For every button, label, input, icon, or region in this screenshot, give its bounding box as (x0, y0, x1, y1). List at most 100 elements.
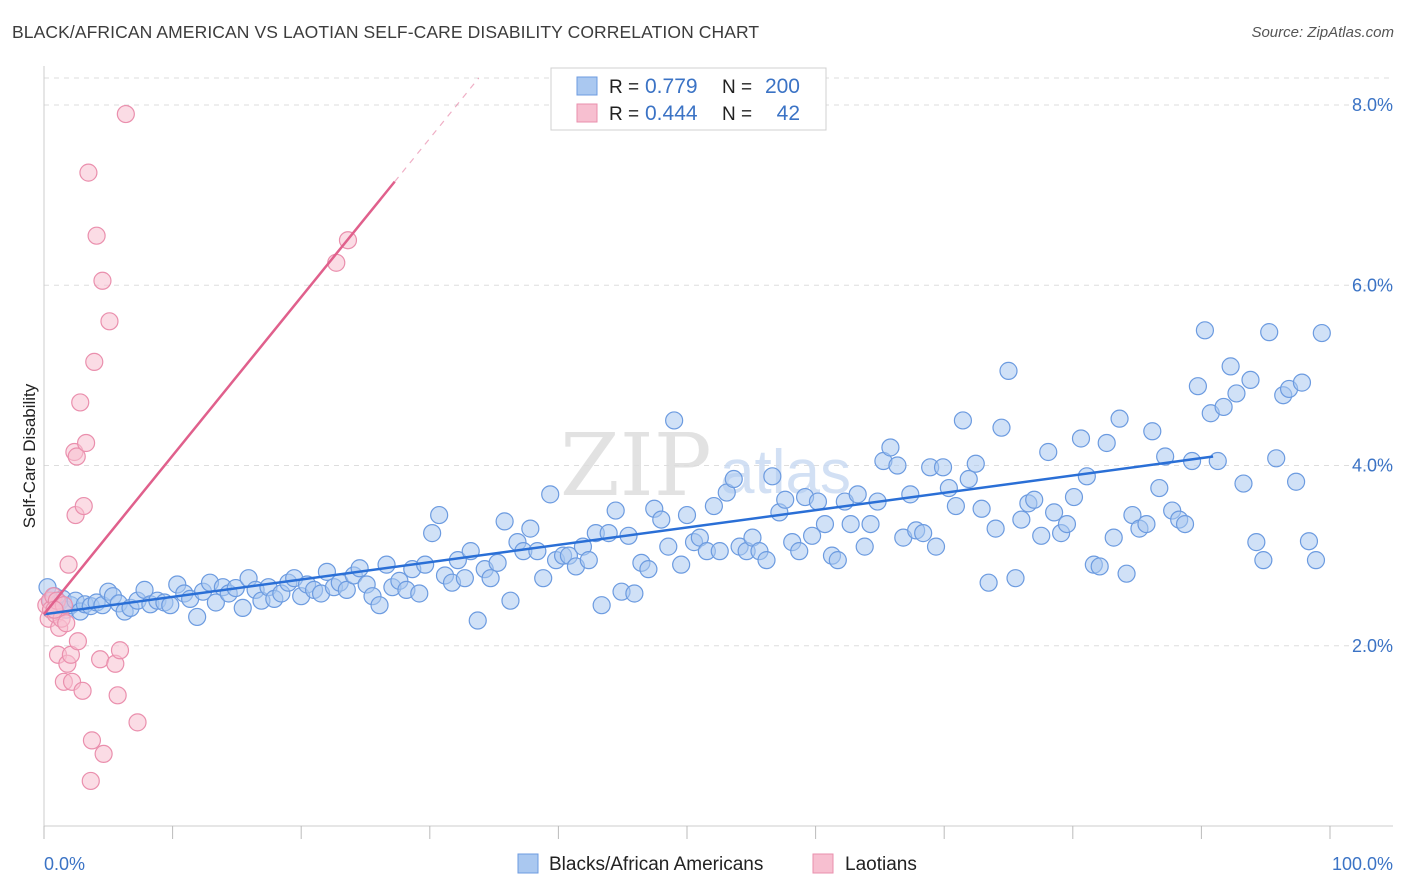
legend-swatch (576, 76, 598, 96)
data-point-blacks (1097, 433, 1116, 453)
data-point-blacks (888, 456, 907, 475)
data-point-blacks (1077, 467, 1096, 486)
legend-swatch (576, 103, 598, 123)
data-point-blacks (1039, 442, 1058, 462)
data-point-blacks (639, 560, 658, 579)
data-point-blacks (1267, 449, 1286, 468)
data-point-laotians (68, 632, 88, 651)
data-point-blacks (790, 542, 809, 561)
chart-title: BLACK/AFRICAN AMERICAN VS LAOTIAN SELF-C… (12, 22, 760, 42)
data-point-blacks (710, 542, 729, 561)
data-point-blacks (901, 485, 920, 504)
data-point-blacks (992, 418, 1011, 437)
bottom-legend: Blacks/African Americans Laotians (517, 853, 917, 875)
data-point-blacks (579, 551, 598, 570)
data-point-blacks (953, 411, 973, 430)
data-point-blacks (1299, 532, 1319, 551)
data-point-blacks (370, 596, 389, 615)
legend-box: R = 0.779 N = 200 R = 0.444 N = 42 (550, 67, 827, 131)
trend-line-blacks (43, 455, 1214, 616)
bottom-legend-swatch (517, 853, 539, 874)
y-tick-label: 4.0% (1352, 456, 1393, 476)
series-laotians-points (37, 104, 358, 791)
data-point-blacks (430, 505, 449, 525)
data-point-laotians (71, 393, 90, 412)
data-point-blacks (724, 469, 743, 489)
data-point-blacks (1044, 503, 1064, 522)
data-point-blacks (206, 593, 225, 612)
trend-lines (43, 77, 1214, 616)
data-point-laotians (87, 226, 106, 245)
data-point-blacks (606, 501, 625, 520)
trend-line-laotians (43, 180, 396, 616)
data-point-blacks (1234, 474, 1253, 493)
data-point-blacks (815, 514, 835, 534)
watermark-zip: ZIP (560, 416, 712, 516)
data-point-blacks (1195, 321, 1215, 340)
data-point-blacks (495, 512, 514, 531)
data-point-blacks (757, 551, 776, 570)
data-point-blacks (521, 519, 540, 538)
data-point-blacks (1104, 528, 1123, 547)
data-point-blacks (959, 469, 978, 489)
data-point-blacks (455, 569, 474, 588)
data-point-blacks (1260, 323, 1279, 342)
data-point-blacks (423, 524, 442, 543)
data-point-laotians (116, 104, 135, 124)
data-point-blacks (665, 411, 684, 430)
data-point-blacks (1006, 569, 1025, 588)
legend-n-value: 42 (777, 102, 800, 125)
data-point-blacks (1150, 478, 1169, 498)
data-point-blacks (1143, 422, 1162, 441)
data-point-blacks (233, 598, 252, 618)
data-point-blacks (1221, 357, 1240, 376)
data-point-blacks (1241, 370, 1260, 390)
bottom-legend-label: Blacks/African Americans (549, 854, 763, 875)
data-point-blacks (1090, 557, 1109, 576)
data-point-blacks (652, 510, 671, 529)
data-point-blacks (999, 361, 1018, 380)
y-tick-label: 8.0% (1352, 95, 1393, 115)
data-point-blacks (855, 537, 874, 556)
x-tick-label: 0.0% (44, 854, 85, 874)
data-point-blacks (808, 492, 828, 511)
data-point-blacks (1025, 490, 1044, 509)
data-point-blacks (377, 555, 396, 574)
tick-labels: Self-Care Disability 2.0% 4.0% 6.0% 8.0% 0.0%… (20, 95, 1393, 874)
data-point-blacks (926, 537, 946, 556)
data-point-blacks (1117, 564, 1136, 583)
data-point-blacks (848, 485, 867, 504)
y-axis-label: Self-Care Disability (20, 383, 39, 528)
legend-n-label: N = (722, 104, 752, 125)
data-point-laotians (128, 713, 147, 732)
data-point-blacks (1254, 551, 1273, 570)
data-point-blacks (659, 537, 678, 556)
data-point-laotians (110, 641, 130, 660)
data-point-blacks (1292, 373, 1312, 392)
data-point-laotians (79, 163, 98, 182)
bottom-legend-label: Laotians (845, 854, 917, 875)
data-point-blacks (986, 519, 1005, 538)
data-point-laotians (73, 681, 92, 700)
data-point-blacks (1286, 472, 1306, 491)
watermark: ZIP atlas (560, 416, 851, 516)
legend-n-value: 200 (765, 75, 800, 98)
legend-r-label: R = (609, 104, 639, 125)
data-point-blacks (966, 454, 985, 473)
data-point-blacks (1306, 551, 1326, 570)
data-point-laotians (82, 731, 102, 750)
data-point-laotians (91, 650, 110, 669)
data-point-blacks (161, 596, 180, 615)
data-point-blacks (1032, 526, 1051, 545)
data-point-blacks (1188, 377, 1207, 396)
legend-n-label: N = (722, 77, 752, 98)
legend-r-label: R = (609, 77, 639, 98)
source-label: Source: ZipAtlas.com (1251, 24, 1394, 41)
y-tick-label: 6.0% (1352, 275, 1393, 295)
data-point-blacks (933, 458, 953, 477)
data-point-laotians (74, 496, 93, 516)
data-point-laotians (100, 312, 119, 331)
data-point-blacks (672, 555, 691, 574)
data-point-blacks (841, 514, 860, 534)
